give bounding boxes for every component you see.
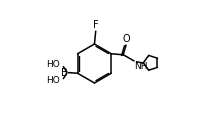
Text: F: F [93, 20, 99, 30]
Text: HO: HO [46, 76, 60, 85]
Text: B: B [61, 68, 68, 78]
Text: HO: HO [46, 60, 60, 69]
Text: NH: NH [134, 62, 148, 71]
Text: O: O [123, 34, 130, 44]
